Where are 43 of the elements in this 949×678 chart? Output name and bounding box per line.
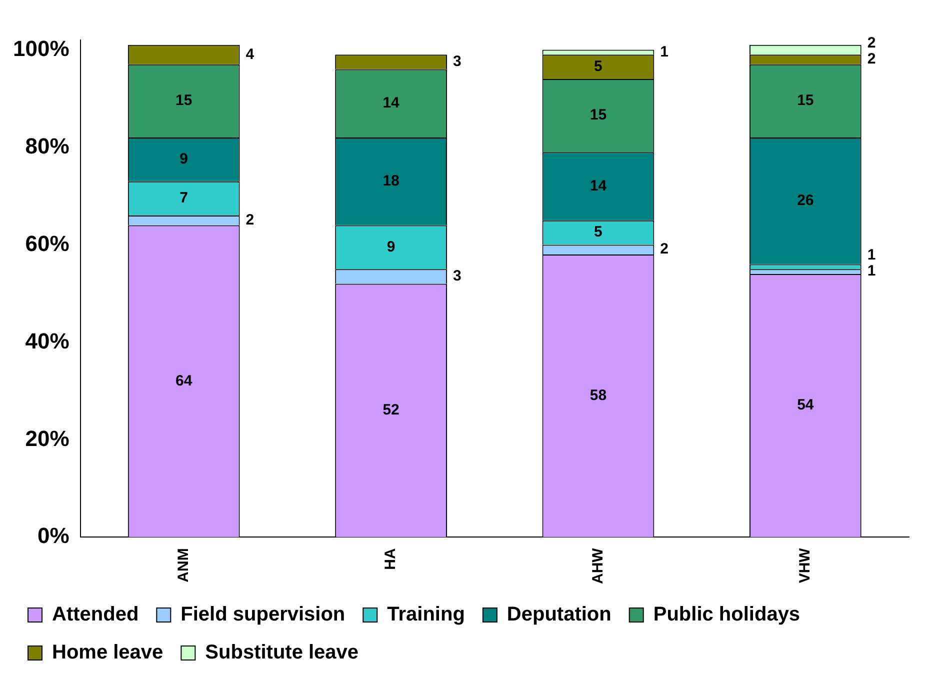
y-tick-label: 60% — [25, 230, 70, 256]
x-tick-label: VHW — [796, 547, 814, 584]
data-label: 64 — [176, 372, 193, 390]
y-tick-label: 40% — [25, 328, 70, 354]
data-label: 9 — [386, 238, 396, 256]
data-label: 14 — [382, 94, 400, 112]
data-label: 1 — [867, 262, 876, 280]
data-label: 15 — [176, 92, 192, 110]
data-label: 5 — [594, 224, 602, 241]
legend-label: Training — [387, 604, 465, 626]
data-label: 15 — [797, 92, 814, 110]
data-label: 2 — [660, 240, 669, 258]
legend-label: Field supervision — [180, 604, 346, 626]
data-label: 2 — [867, 34, 876, 52]
data-label: 9 — [180, 150, 188, 168]
data-label: 52 — [382, 402, 400, 419]
data-label: 1 — [660, 43, 669, 60]
data-label: 15 — [590, 106, 607, 124]
data-label: 2 — [867, 50, 876, 68]
y-tick-label: 0% — [37, 523, 70, 548]
legend-label: Deputation — [506, 604, 612, 626]
data-label: 26 — [797, 192, 814, 209]
y-tick-label: 80% — [25, 133, 70, 158]
y-tick-label: 20% — [25, 426, 70, 451]
data-label: 3 — [452, 268, 462, 285]
y-tick-label: 100% — [12, 36, 70, 61]
data-label: 1 — [867, 246, 876, 264]
data-label: 7 — [180, 190, 188, 207]
legend-label: Public holidays — [653, 604, 800, 626]
data-label: 18 — [382, 172, 400, 190]
data-label: 14 — [590, 177, 608, 194]
legend-label: Home leave — [52, 642, 164, 664]
data-label: 3 — [452, 53, 462, 70]
legend-label: Attended — [52, 604, 139, 626]
legend-label: Substitute leave — [205, 642, 359, 664]
x-tick-label: ANM — [175, 548, 192, 582]
x-tick-label: HA — [382, 548, 400, 570]
data-label: 54 — [797, 396, 814, 414]
x-tick-label: AHW — [589, 547, 606, 584]
data-label: 5 — [594, 58, 602, 75]
data-label: 58 — [590, 386, 607, 404]
data-label: 2 — [246, 211, 254, 228]
data-label: 4 — [246, 46, 255, 63]
